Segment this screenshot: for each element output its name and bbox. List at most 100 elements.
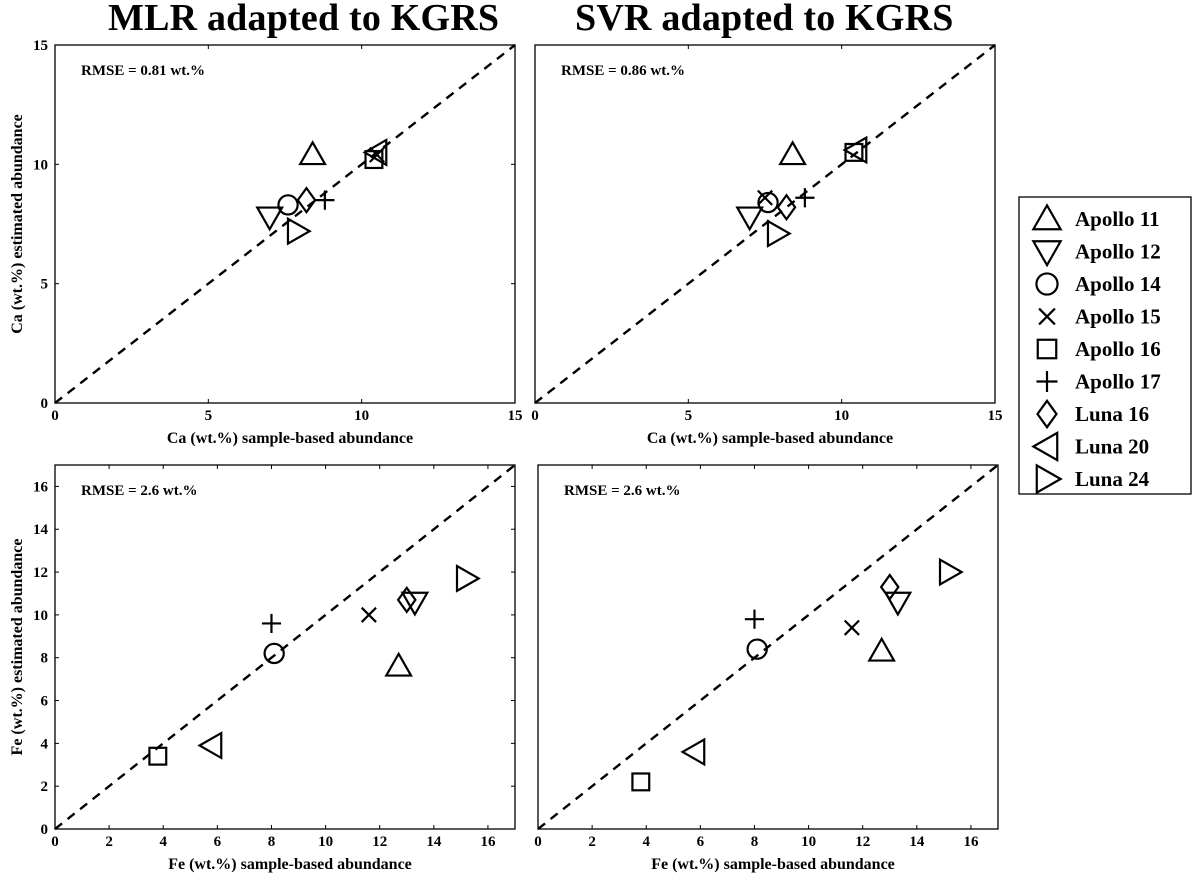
x-tick-label: 8 — [751, 834, 759, 850]
legend-marker-luna-20 — [1031, 430, 1059, 463]
point-luna-24 — [766, 219, 792, 248]
point-luna-16 — [776, 193, 797, 222]
x-axis-label: Ca (wt.%) sample-based abundance — [647, 430, 893, 447]
x-tick-label: 10 — [801, 834, 816, 850]
x-tick-label: 14 — [909, 834, 925, 850]
x-tick-label: 2 — [105, 834, 113, 850]
legend-label-apollo-15: Apollo 15 — [1075, 305, 1161, 329]
point-apollo-11 — [778, 140, 807, 166]
point-apollo-14 — [263, 642, 285, 665]
legend-marker-apollo-17 — [1036, 370, 1058, 393]
legend-marker-apollo-15 — [1038, 307, 1056, 326]
point-apollo-15 — [843, 619, 860, 636]
chart-title-svr: SVR adapted to KGRS — [575, 0, 954, 39]
panel-mlr-fe: 0 2 4 6 8 10 12 14 16 0 2 4 6 8 10 12 14 16 Fe (wt.%) samp… — [9, 464, 516, 873]
point-apollo-11 — [867, 636, 896, 662]
y-tick-label: 6 — [41, 694, 49, 710]
x-tick-label: 8 — [268, 834, 276, 850]
x-tick-label: 10 — [834, 408, 849, 424]
panel-mlr-ca: 0 5 10 15 0 5 10 15 Ca (wt.%) sample-based abund… — [9, 38, 523, 447]
legend-label-luna-24: Luna 24 — [1075, 467, 1150, 491]
one-to-one-line — [534, 44, 996, 404]
x-tick-label: 6 — [214, 834, 222, 850]
x-tick-label: 0 — [531, 408, 539, 424]
y-tick-label: 0 — [41, 396, 49, 412]
point-luna-24 — [938, 557, 964, 587]
x-tick-label: 12 — [372, 834, 387, 850]
rmse-annotation: RMSE = 2.6 wt.% — [564, 483, 680, 499]
x-tick-label: 10 — [318, 834, 333, 850]
y-tick-label: 8 — [41, 651, 49, 667]
x-tick-label: 0 — [51, 408, 59, 424]
point-apollo-17 — [744, 609, 765, 629]
one-to-one-line — [54, 464, 516, 830]
y-tick-label: 10 — [33, 608, 48, 624]
x-tick-label: 16 — [963, 834, 979, 850]
plot-frame — [54, 464, 516, 830]
point-apollo-14 — [757, 191, 779, 214]
point-apollo-14 — [746, 638, 768, 660]
point-luna-24 — [286, 216, 312, 246]
y-tick-label: 4 — [41, 736, 49, 752]
y-tick-label: 0 — [41, 822, 49, 838]
point-apollo-12 — [735, 206, 764, 232]
y-tick-label: 5 — [41, 277, 49, 293]
x-tick-label: 12 — [855, 834, 870, 850]
point-luna-20 — [197, 731, 223, 760]
legend-marker-apollo-12 — [1031, 240, 1063, 268]
point-luna-24 — [455, 564, 481, 593]
plot-frame — [54, 44, 516, 404]
legend-label-luna-20: Luna 20 — [1075, 435, 1149, 459]
one-to-one-line — [54, 44, 516, 404]
x-tick-label: 6 — [697, 834, 705, 850]
point-luna-16 — [296, 186, 317, 215]
point-apollo-12 — [883, 591, 913, 617]
point-apollo-16 — [631, 772, 651, 792]
y-axis-label: Ca (wt.%) estimated abundance — [9, 114, 26, 334]
legend-marker-apollo-11 — [1031, 203, 1063, 231]
point-apollo-14 — [277, 194, 299, 216]
rmse-annotation: RMSE = 0.81 wt.% — [81, 63, 205, 79]
x-axis-label: Fe (wt.%) sample-based abundance — [651, 856, 895, 873]
point-apollo-15 — [757, 189, 773, 206]
point-apollo-17 — [261, 613, 282, 634]
point-luna-16 — [396, 586, 417, 614]
plot-frame — [537, 464, 999, 830]
point-apollo-17 — [795, 188, 815, 208]
x-axis-label: Fe (wt.%) sample-based abundance — [168, 856, 412, 873]
legend-label-apollo-11: Apollo 11 — [1075, 207, 1160, 231]
x-tick-label: 14 — [426, 834, 442, 850]
x-tick-label: 15 — [988, 408, 1003, 424]
point-apollo-17 — [315, 190, 335, 210]
y-axis-label: Fe (wt.%) estimated abundance — [9, 539, 26, 756]
y-tick-label: 12 — [33, 565, 48, 581]
point-apollo-11 — [298, 140, 327, 166]
x-tick-label: 2 — [588, 834, 596, 850]
y-tick-label: 2 — [41, 779, 49, 795]
legend-marker-luna-24 — [1035, 463, 1063, 495]
x-tick-label: 5 — [205, 408, 213, 424]
legend-marker-luna-16 — [1036, 398, 1058, 430]
x-tick-label: 4 — [159, 834, 167, 850]
y-tick-label: 14 — [33, 522, 49, 538]
rmse-annotation: RMSE = 0.86 wt.% — [561, 63, 685, 79]
point-apollo-16 — [364, 150, 384, 170]
legend-marker-apollo-14 — [1035, 272, 1059, 296]
point-apollo-12 — [255, 206, 284, 232]
y-tick-label: 10 — [33, 157, 48, 173]
legend-label-luna-16: Luna 16 — [1075, 402, 1149, 426]
chart-title-mlr: MLR adapted to KGRS — [108, 0, 500, 39]
point-luna-20 — [362, 138, 388, 167]
plot-frame — [534, 44, 996, 404]
x-axis-label: Ca (wt.%) sample-based abundance — [167, 430, 413, 447]
point-luna-16 — [879, 573, 900, 601]
point-luna-20 — [842, 135, 868, 165]
point-apollo-15 — [360, 606, 377, 623]
one-to-one-line — [537, 464, 999, 830]
x-tick-label: 10 — [354, 408, 369, 424]
panel-svr-fe: 0 2 4 6 8 10 12 14 16 Fe (wt.%) sample-based abun… — [534, 464, 999, 873]
legend-frame — [1018, 196, 1192, 495]
panel-svr-ca: 0 5 10 15 Ca (wt.%) sample-based abundance RM… — [531, 44, 1003, 447]
x-tick-label: 0 — [51, 834, 59, 850]
